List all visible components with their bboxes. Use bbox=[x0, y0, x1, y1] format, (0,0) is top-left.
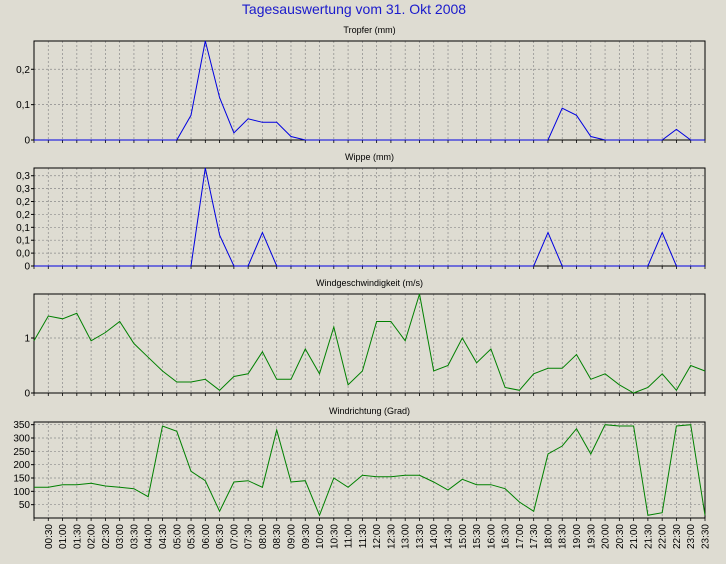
x-tick-label: 11:30 bbox=[358, 524, 369, 549]
x-tick-label: 01:30 bbox=[72, 524, 83, 549]
x-tick-label: 23:30 bbox=[701, 524, 712, 549]
x-tick-label: 01:00 bbox=[58, 524, 69, 549]
x-tick-label: 12:30 bbox=[386, 524, 397, 549]
x-tick-label: 20:00 bbox=[601, 524, 612, 549]
plot-frame bbox=[33, 40, 706, 141]
panel-title: Windrichtung (Grad) bbox=[329, 406, 410, 416]
y-tick-label: 1 bbox=[24, 334, 30, 345]
y-tick-label: 0,2 bbox=[16, 210, 30, 221]
x-tick-label: 21:30 bbox=[643, 524, 654, 549]
y-tick-label: 0,3 bbox=[16, 184, 30, 195]
x-tick-label: 03:00 bbox=[115, 524, 126, 549]
y-tick-label: 0,1 bbox=[16, 223, 30, 234]
x-tick-label: 06:30 bbox=[215, 524, 226, 549]
y-tick-label: 0,0 bbox=[16, 249, 30, 260]
x-tick-label: 20:30 bbox=[615, 524, 626, 549]
panel-title: Wippe (mm) bbox=[345, 152, 394, 162]
y-tick-label: 0 bbox=[24, 389, 30, 400]
x-tick-label: 17:30 bbox=[529, 524, 540, 549]
x-tick-label: 05:30 bbox=[187, 524, 198, 549]
y-tick-label: 300 bbox=[13, 434, 30, 445]
x-tick-label: 07:30 bbox=[244, 524, 255, 549]
x-tick-label: 08:30 bbox=[272, 524, 283, 549]
x-tick-label: 03:30 bbox=[129, 524, 140, 549]
series-line bbox=[33, 293, 706, 394]
x-tick-label: 04:00 bbox=[144, 524, 155, 549]
x-tick-label: 11:00 bbox=[344, 524, 355, 549]
y-tick-label: 200 bbox=[13, 460, 30, 471]
x-tick-label: 07:00 bbox=[229, 524, 240, 549]
x-tick-label: 21:00 bbox=[629, 524, 640, 549]
x-tick-label: 12:00 bbox=[372, 524, 383, 549]
chart-title: Tagesauswertung vom 31. Okt 2008 bbox=[242, 1, 466, 17]
x-tick-label: 19:00 bbox=[572, 524, 583, 549]
plot-frame bbox=[33, 293, 706, 394]
plot-frame bbox=[33, 167, 706, 267]
x-tick-label: 10:00 bbox=[315, 524, 326, 549]
x-tick-label: 14:00 bbox=[429, 524, 440, 549]
chart-panel-3: Windgeschwindigkeit (m/s) 0 1 bbox=[24, 278, 706, 400]
panel-title: Windgeschwindigkeit (m/s) bbox=[316, 278, 423, 288]
x-tick-label: 02:30 bbox=[101, 524, 112, 549]
x-tick-label: 08:00 bbox=[258, 524, 269, 549]
y-tick-label: 0,2 bbox=[16, 65, 30, 76]
x-tick-label: 22:30 bbox=[672, 524, 683, 549]
series-line bbox=[34, 40, 705, 141]
y-tick-label: 350 bbox=[13, 420, 30, 431]
series-line bbox=[34, 167, 705, 267]
x-tick-label: 05:00 bbox=[172, 524, 183, 549]
x-tick-label: 16:00 bbox=[486, 524, 497, 549]
y-tick-label: 100 bbox=[13, 487, 30, 498]
x-tick-label: 15:30 bbox=[472, 524, 483, 549]
y-tick-label: 0 bbox=[24, 262, 30, 273]
chart-panel-2: Wippe (mm) 0 0,0 0,1 0,1 0,2 0,2 0,3 0,3 bbox=[16, 152, 706, 273]
x-tick-label: 23:00 bbox=[686, 524, 697, 549]
x-tick-label: 09:00 bbox=[286, 524, 297, 549]
x-tick-label: 13:30 bbox=[415, 524, 426, 549]
x-tick-label: 22:00 bbox=[658, 524, 669, 549]
y-tick-label: 250 bbox=[13, 447, 30, 458]
x-tick-label: 09:30 bbox=[301, 524, 312, 549]
x-tick-label: 14:30 bbox=[444, 524, 455, 549]
y-tick-label: 0,3 bbox=[16, 171, 30, 182]
y-tick-label: 0,2 bbox=[16, 197, 30, 208]
series-line bbox=[34, 424, 706, 517]
x-tick-label: 13:00 bbox=[401, 524, 412, 549]
y-tick-label: 150 bbox=[13, 474, 30, 485]
x-tick-label: 06:00 bbox=[201, 524, 212, 549]
panel-title: Tropfer (mm) bbox=[343, 25, 395, 35]
y-tick-label: 50 bbox=[19, 500, 31, 511]
x-tick-label: 18:30 bbox=[558, 524, 569, 549]
x-tick-label: 18:00 bbox=[543, 524, 554, 549]
y-tick-label: 0,1 bbox=[16, 236, 30, 247]
y-tick-label: 0,1 bbox=[16, 100, 30, 111]
y-tick-label: 0 bbox=[24, 136, 30, 147]
x-tick-label: 00:30 bbox=[44, 524, 55, 549]
chart-panel-1: Tropfer (mm) 0 0,1 0,2 bbox=[16, 25, 706, 147]
plot-frame bbox=[33, 421, 706, 519]
x-tick-label: 02:00 bbox=[87, 524, 98, 549]
x-tick-label: 15:00 bbox=[458, 524, 469, 549]
x-tick-label: 10:30 bbox=[329, 524, 340, 549]
x-tick-label: 16:30 bbox=[501, 524, 512, 549]
x-tick-label: 19:30 bbox=[586, 524, 597, 549]
x-tick-label: 17:00 bbox=[515, 524, 526, 549]
x-tick-label: 04:30 bbox=[158, 524, 169, 549]
chart-panel-4: Windrichtung (Grad) 50 100 150 200 250 300 350 bbox=[13, 406, 706, 521]
